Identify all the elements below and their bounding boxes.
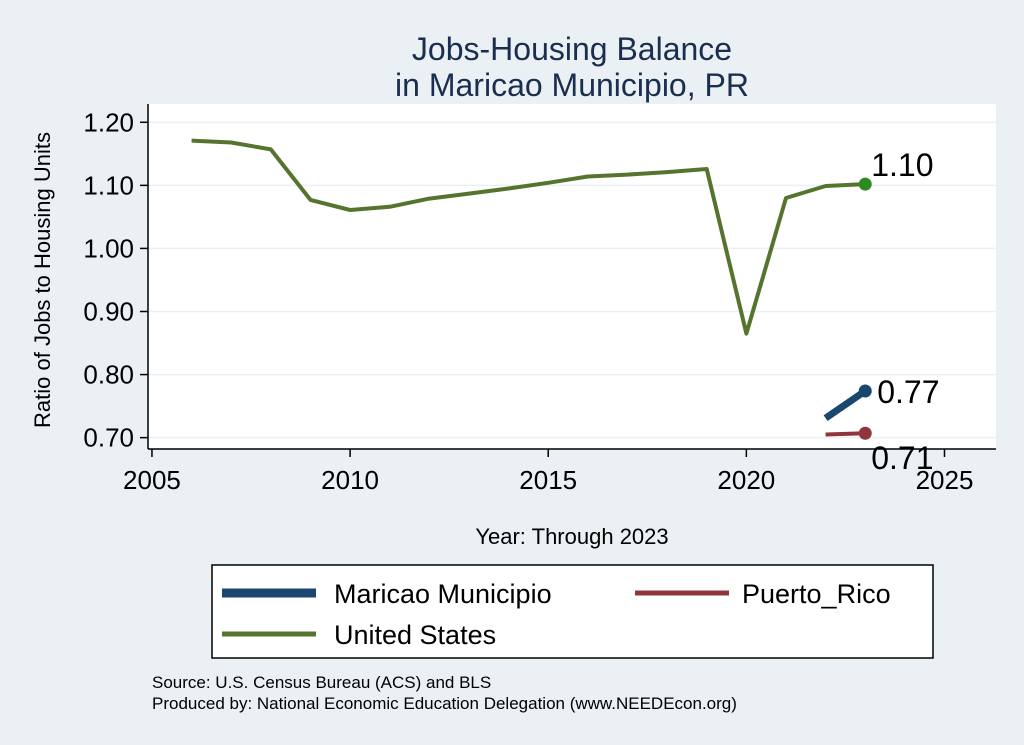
- end-marker-puerto-rico: [858, 426, 872, 440]
- producer-note: Produced by: National Economic Education…: [152, 694, 737, 713]
- chart-title-line-1: Jobs-Housing Balance: [412, 31, 732, 67]
- end-label-puerto-rico: 0.71: [871, 440, 933, 476]
- x-tick-label: 2010: [321, 465, 379, 495]
- y-tick-label: 1.20: [83, 107, 134, 137]
- y-tick-label: 0.90: [83, 297, 134, 327]
- y-axis-ticks: 0.70 0.80 0.90 1.00 1.10 1.20: [83, 107, 148, 453]
- legend-label-united-states: United States: [334, 620, 496, 650]
- series-end-markers: [858, 177, 872, 440]
- source-note: Source: U.S. Census Bureau (ACS) and BLS: [152, 673, 491, 692]
- series-line-maricao-municipio: [823, 388, 868, 421]
- legend-box: [211, 564, 934, 659]
- gridlines: [148, 121, 996, 439]
- plot-area: [148, 104, 996, 449]
- chart-title-line-2: in Maricao Municipio, PR: [395, 67, 749, 103]
- x-axis-ticks: 2005 2010 2015 2020 2025: [123, 449, 973, 495]
- series-line-united-states: [191, 138, 866, 336]
- end-marker-maricao-municipio: [858, 384, 872, 398]
- x-tick-label: 2020: [717, 465, 775, 495]
- end-label-maricao-municipio: 0.77: [877, 374, 939, 410]
- legend-label-maricao-municipio: Maricao Municipio: [334, 579, 552, 609]
- y-axis-title: Ratio of Jobs to Housing Units: [30, 132, 55, 428]
- end-label-united-states: 1.10: [871, 147, 933, 183]
- series-line-puerto-rico: [825, 431, 866, 437]
- series-end-labels: 0.77 0.71 1.10: [871, 147, 939, 476]
- legend-label-puerto-rico: Puerto_Rico: [742, 579, 891, 609]
- y-tick-label: 1.10: [83, 170, 134, 200]
- y-tick-label: 0.80: [83, 360, 134, 390]
- legend: Maricao Municipio Puerto_Rico United State…: [222, 579, 891, 650]
- x-tick-label: 2005: [123, 465, 181, 495]
- x-axis-title: Year: Through 2023: [475, 524, 668, 549]
- y-tick-label: 0.70: [83, 423, 134, 453]
- y-tick-label: 1.00: [83, 233, 134, 263]
- x-tick-label: 2025: [916, 465, 974, 495]
- end-marker-united-states: [858, 177, 872, 191]
- series-lines: [191, 138, 868, 437]
- x-tick-label: 2015: [519, 465, 577, 495]
